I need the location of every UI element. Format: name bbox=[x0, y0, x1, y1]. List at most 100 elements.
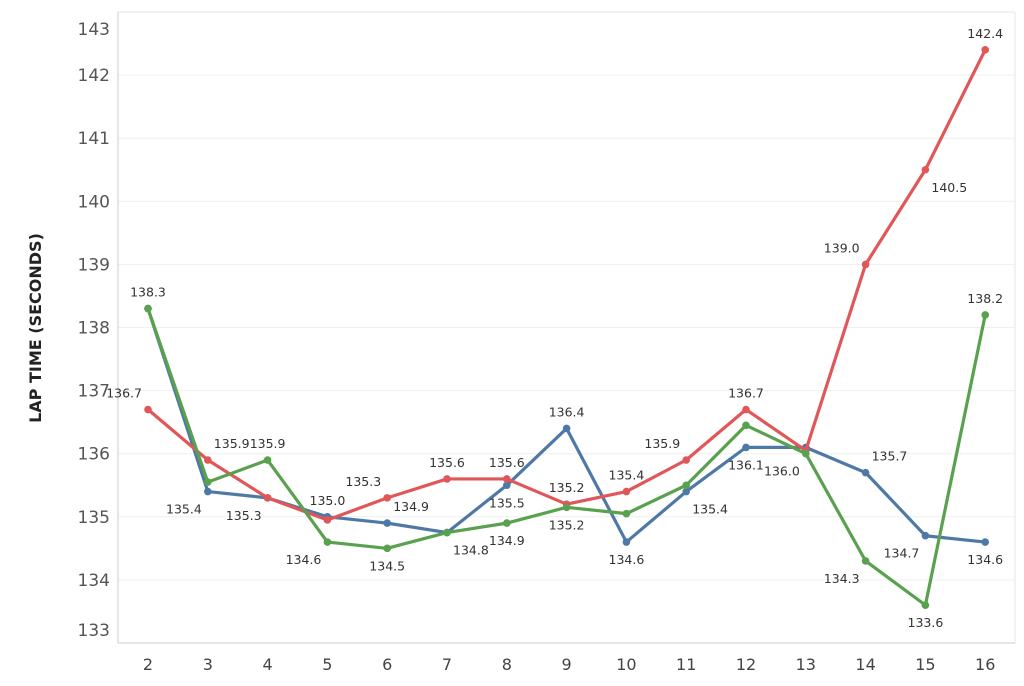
data-point-green[interactable] bbox=[682, 481, 690, 490]
data-label-green: 134.3 bbox=[824, 571, 860, 586]
x-tick-label: 9 bbox=[562, 655, 572, 674]
x-tick-label: 13 bbox=[796, 655, 816, 674]
data-point-green[interactable] bbox=[443, 528, 451, 537]
y-tick-label: 138 bbox=[78, 319, 110, 339]
data-point-red[interactable] bbox=[443, 475, 451, 483]
x-tick-label: 5 bbox=[322, 655, 332, 674]
data-label-blue: 136.1 bbox=[728, 457, 764, 472]
data-point-blue[interactable] bbox=[682, 487, 690, 496]
data-point-green[interactable] bbox=[562, 503, 571, 512]
data-label-red: 135.4 bbox=[609, 468, 645, 483]
data-label-green: 134.5 bbox=[369, 558, 405, 573]
data-label-red: 139.0 bbox=[824, 240, 860, 255]
data-label-green: 138.2 bbox=[967, 291, 1003, 306]
data-point-green[interactable] bbox=[503, 519, 511, 527]
x-tick-label: 14 bbox=[855, 655, 875, 674]
x-tick-label: 10 bbox=[616, 655, 636, 674]
data-labels: 138.3 135.4 135.0 134.9 135.5 136.4 134.6 135.4… bbox=[106, 26, 1003, 630]
data-point-green[interactable] bbox=[981, 311, 989, 319]
x-tick-label: 16 bbox=[975, 655, 995, 674]
data-label-green: 135.9 bbox=[250, 436, 286, 451]
data-label-red: 135.6 bbox=[489, 455, 525, 470]
data-point-green[interactable] bbox=[622, 509, 631, 518]
data-point-red[interactable] bbox=[503, 475, 511, 483]
x-tick-label: 15 bbox=[915, 655, 935, 674]
data-label-red: 140.5 bbox=[931, 180, 967, 195]
data-point-blue[interactable] bbox=[861, 468, 870, 477]
data-point-red[interactable] bbox=[622, 487, 631, 496]
data-label-blue: 138.3 bbox=[130, 285, 166, 300]
y-tick-label: 137 bbox=[78, 382, 110, 402]
data-label-blue: 135.4 bbox=[692, 502, 728, 517]
data-label-green: 134.6 bbox=[286, 552, 322, 567]
data-point-green[interactable] bbox=[861, 557, 870, 565]
data-point-red[interactable] bbox=[742, 405, 750, 414]
y-axis-ticks: 133 134 135 136 137 138 139 140 141 142 143 bbox=[78, 20, 110, 641]
data-label-red: 135.6 bbox=[429, 455, 465, 470]
data-point-blue[interactable] bbox=[622, 538, 631, 546]
data-label-blue: 134.7 bbox=[884, 546, 920, 561]
data-point-blue[interactable] bbox=[383, 519, 392, 527]
data-label-blue: 135.4 bbox=[166, 502, 202, 517]
data-label-blue: 135.7 bbox=[872, 449, 908, 464]
data-label-red: 142.4 bbox=[967, 26, 1003, 41]
x-tick-label: 8 bbox=[502, 655, 512, 674]
x-tick-label: 6 bbox=[382, 655, 392, 674]
series-group bbox=[144, 46, 989, 609]
y-axis-title: LAP TIME (SECONDS) bbox=[26, 233, 45, 423]
data-point-red[interactable] bbox=[263, 494, 272, 502]
y-tick-label: 142 bbox=[78, 66, 110, 86]
data-point-blue[interactable] bbox=[503, 481, 511, 490]
data-label-red: 135.9 bbox=[214, 436, 250, 451]
data-point-green[interactable] bbox=[742, 421, 750, 430]
data-point-green[interactable] bbox=[921, 601, 930, 609]
data-point-green[interactable] bbox=[263, 456, 272, 464]
y-tick-label: 134 bbox=[78, 571, 110, 591]
x-tick-label: 7 bbox=[442, 655, 452, 674]
data-label-red: 136.7 bbox=[728, 386, 764, 401]
y-tick-label: 140 bbox=[78, 192, 110, 212]
data-label-blue: 135.5 bbox=[489, 495, 525, 510]
x-tick-label: 2 bbox=[143, 655, 153, 674]
data-point-red[interactable] bbox=[144, 405, 152, 414]
data-point-red[interactable] bbox=[682, 456, 690, 464]
x-tick-label: 11 bbox=[676, 655, 696, 674]
y-tick-label: 133 bbox=[78, 621, 110, 641]
data-label-blue: 135.0 bbox=[310, 493, 346, 508]
data-label-blue: 136.4 bbox=[549, 404, 585, 419]
data-point-green[interactable] bbox=[144, 304, 152, 313]
data-point-green[interactable] bbox=[323, 538, 332, 546]
data-point-green[interactable] bbox=[204, 478, 212, 486]
x-tick-label: 12 bbox=[736, 655, 756, 674]
data-label-green: 136.0 bbox=[764, 464, 800, 479]
data-label-blue: 134.6 bbox=[967, 552, 1003, 567]
data-point-red[interactable] bbox=[861, 260, 870, 269]
series-line-green bbox=[146, 308, 987, 607]
data-point-blue[interactable] bbox=[921, 531, 930, 540]
data-point-blue[interactable] bbox=[981, 538, 989, 546]
data-point-red[interactable] bbox=[323, 516, 332, 524]
data-point-green[interactable] bbox=[802, 449, 810, 458]
data-label-blue: 134.6 bbox=[609, 552, 645, 567]
data-point-red[interactable] bbox=[981, 46, 989, 54]
data-label-green: 133.6 bbox=[908, 615, 944, 630]
data-label-red: 135.3 bbox=[226, 508, 262, 523]
data-point-green[interactable] bbox=[383, 544, 392, 553]
data-point-red[interactable] bbox=[204, 456, 212, 464]
data-label-green: 134.9 bbox=[489, 533, 525, 548]
y-tick-label: 141 bbox=[78, 129, 110, 149]
data-point-blue[interactable] bbox=[742, 443, 750, 452]
data-label-red: 136.7 bbox=[106, 386, 142, 401]
data-point-blue[interactable] bbox=[204, 487, 212, 496]
data-label-red: 135.3 bbox=[345, 474, 381, 489]
x-axis-ticks: 2 3 4 5 6 7 8 9 10 11 12 13 14 15 16 bbox=[143, 655, 995, 674]
data-label-green: 134.8 bbox=[453, 543, 489, 558]
x-tick-label: 4 bbox=[263, 655, 273, 674]
x-tick-label: 3 bbox=[203, 655, 213, 674]
data-point-blue[interactable] bbox=[562, 424, 571, 433]
gridlines bbox=[118, 74, 1015, 581]
data-label-blue: 134.9 bbox=[393, 499, 429, 514]
data-point-red[interactable] bbox=[921, 165, 930, 174]
data-point-red[interactable] bbox=[383, 494, 392, 502]
